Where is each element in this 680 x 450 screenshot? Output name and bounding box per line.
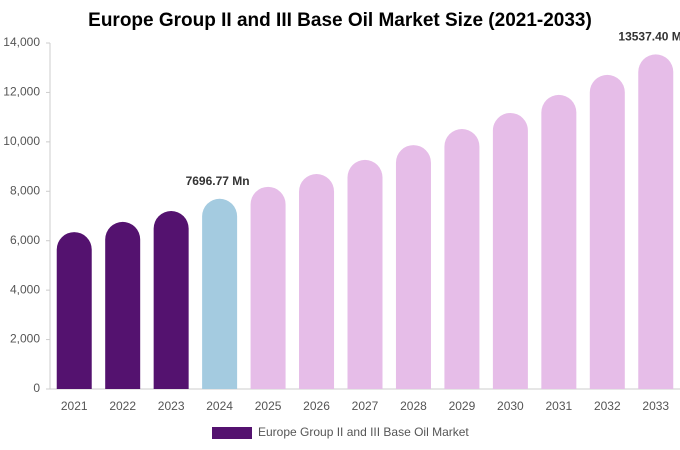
- bar: [589, 74, 625, 389]
- x-tick-label: 2033: [642, 399, 669, 413]
- chart-title: Europe Group II and III Base Oil Market …: [88, 10, 592, 31]
- bar: [153, 211, 189, 389]
- x-tick-label: 2022: [109, 399, 136, 413]
- bar: [492, 112, 528, 390]
- bar: [347, 159, 383, 389]
- bar: [541, 94, 577, 390]
- y-tick-label: 8,000: [10, 183, 40, 197]
- x-tick-label: 2030: [497, 399, 524, 413]
- y-tick-label: 2,000: [10, 332, 40, 346]
- y-tick-label: 0: [33, 381, 40, 395]
- value-label: 13537.40 Mn: [618, 30, 680, 44]
- x-tick-label: 2025: [255, 399, 282, 413]
- bar: [250, 186, 286, 389]
- legend-label: Europe Group II and III Base Oil Market: [258, 425, 469, 439]
- y-tick-label: 12,000: [3, 85, 40, 99]
- bar: [638, 54, 674, 389]
- x-tick-label: 2023: [158, 399, 185, 413]
- bar: [105, 221, 141, 389]
- x-tick-label: 2028: [400, 399, 427, 413]
- bar: [395, 145, 431, 389]
- x-tick-label: 2024: [206, 399, 233, 413]
- x-tick-label: 2031: [545, 399, 572, 413]
- x-tick-label: 2026: [303, 399, 330, 413]
- bar: [299, 173, 335, 389]
- x-tick-label: 2027: [352, 399, 379, 413]
- bar: [444, 129, 480, 389]
- y-tick-label: 4,000: [10, 282, 40, 296]
- bar: [202, 198, 238, 389]
- y-tick-label: 14,000: [3, 35, 40, 49]
- x-tick-label: 2032: [594, 399, 621, 413]
- bar: [56, 232, 92, 389]
- y-tick-label: 10,000: [3, 134, 40, 148]
- x-tick-label: 2021: [61, 399, 88, 413]
- y-tick-label: 6,000: [10, 233, 40, 247]
- value-label: 7696.77 Mn: [186, 174, 250, 188]
- legend-swatch: [212, 427, 252, 439]
- x-tick-label: 2029: [449, 399, 476, 413]
